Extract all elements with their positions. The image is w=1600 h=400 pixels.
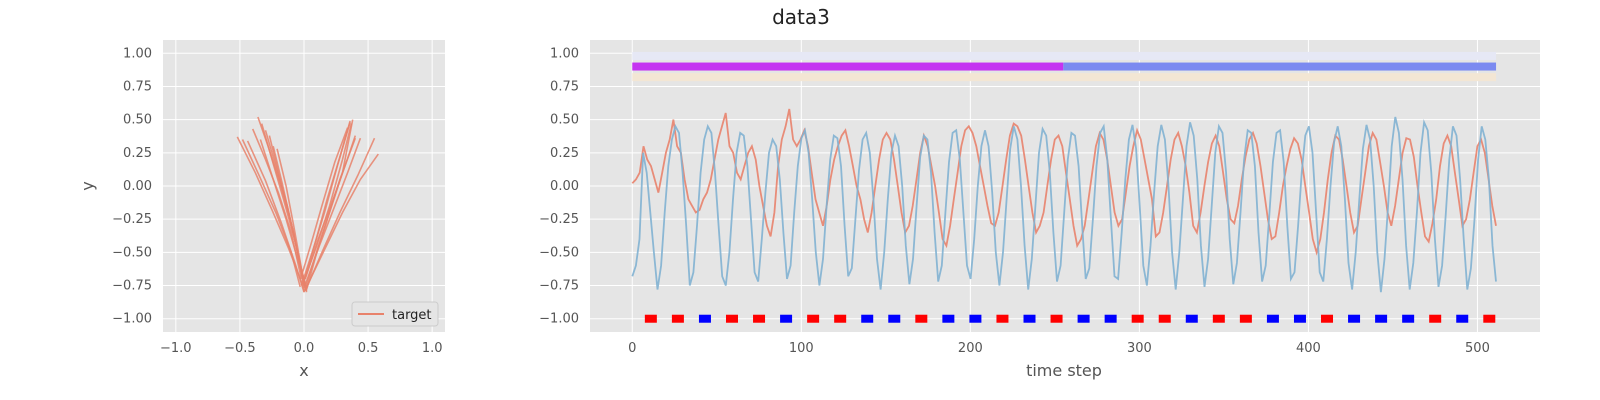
y-tick-label: −0.75 — [539, 279, 579, 294]
legend-box — [351, 301, 439, 327]
marker-blue — [1023, 314, 1036, 323]
y-tick-label: 0.00 — [550, 179, 579, 194]
marker-red — [834, 314, 847, 323]
x-tick-label: 0.0 — [294, 341, 315, 356]
time-series-x-axis-label: time step — [1026, 361, 1102, 380]
x-tick-label: 300 — [1127, 341, 1152, 356]
y-tick-label: 0.75 — [550, 79, 579, 94]
marker-red — [807, 314, 820, 323]
marker-red — [1131, 314, 1144, 323]
top-color-bands — [632, 51, 1497, 82]
target-trajectory-line — [305, 153, 379, 288]
target-trajectory-line — [246, 140, 305, 293]
y-tick-label: −0.50 — [539, 245, 579, 260]
y-tick-label: 0.00 — [123, 179, 152, 194]
marker-blue — [1185, 314, 1198, 323]
marker-blue — [888, 314, 901, 323]
marker-red — [1050, 314, 1063, 323]
y-tick-label: 0.25 — [123, 146, 152, 161]
marker-red — [644, 314, 657, 323]
marker-red — [915, 314, 928, 323]
y-tick-label: −1.00 — [112, 312, 152, 327]
y-tick-label: 0.25 — [550, 146, 579, 161]
series-blue-line — [631, 116, 1497, 293]
trajectory-panel: −1.0 −0.5 0.0 0.5 1.0 −1.00 −0.75 −0.50 −0.25 0.0… — [78, 40, 445, 380]
y-tick-label: 1.00 — [550, 46, 579, 61]
y-tick-label: −0.75 — [112, 279, 152, 294]
top-band — [632, 62, 1064, 71]
target-trajectory-line — [303, 120, 351, 282]
marker-blue — [1104, 314, 1117, 323]
x-tick-label: 0.5 — [358, 341, 379, 356]
marker-blue — [1348, 314, 1361, 323]
legend-label-target: target — [392, 308, 432, 323]
figure-title: data3 — [772, 5, 830, 29]
x-tick-label: 100 — [789, 341, 814, 356]
marker-red — [1429, 314, 1442, 323]
trajectory-x-axis-label: x — [299, 361, 308, 380]
legend: target — [351, 301, 439, 327]
marker-blue — [1402, 314, 1415, 323]
marker-red — [996, 314, 1009, 323]
marker-blue — [1456, 314, 1469, 323]
target-trajectory-line — [303, 137, 362, 289]
marker-red — [1212, 314, 1225, 323]
y-tick-label: 1.00 — [123, 46, 152, 61]
marker-red — [725, 314, 738, 323]
top-band — [632, 73, 1497, 82]
trajectory-gridlines — [163, 40, 445, 332]
target-trajectory-line — [241, 139, 301, 288]
time-series-tick-labels: 0 100 200 300 400 500 −1.00 −0.75 −0.50 −0.25 0.00… — [539, 46, 1490, 356]
top-band — [1063, 62, 1497, 71]
x-tick-label: 400 — [1296, 341, 1321, 356]
marker-red — [1239, 314, 1252, 323]
x-tick-label: 0 — [628, 341, 636, 356]
marker-red — [671, 314, 684, 323]
x-tick-label: 1.0 — [422, 341, 443, 356]
marker-red — [753, 314, 766, 323]
series-red-line — [631, 108, 1497, 256]
marker-blue — [1266, 314, 1279, 323]
marker-blue — [780, 314, 793, 323]
marker-blue — [698, 314, 711, 323]
target-trajectory-line — [300, 127, 349, 277]
marker-blue — [1077, 314, 1090, 323]
trajectory-y-axis-label: y — [78, 181, 97, 190]
marker-blue — [942, 314, 955, 323]
x-tick-label: 500 — [1465, 341, 1490, 356]
marker-red — [1483, 314, 1496, 323]
x-tick-label: −0.5 — [224, 341, 256, 356]
y-tick-label: −1.00 — [539, 312, 579, 327]
y-tick-label: 0.50 — [123, 113, 152, 128]
target-trajectory-line — [259, 139, 308, 289]
x-tick-label: 200 — [958, 341, 983, 356]
marker-blue — [1375, 314, 1388, 323]
target-trajectory-line — [304, 135, 357, 280]
time-series-panel: 0 100 200 300 400 500 −1.00 −0.75 −0.50 −0.25 0.00… — [539, 40, 1540, 380]
bottom-markers — [644, 314, 1496, 323]
marker-blue — [861, 314, 874, 323]
y-tick-label: 0.75 — [123, 79, 152, 94]
target-trajectory-line — [305, 119, 354, 290]
trajectory-lines — [236, 116, 379, 293]
y-tick-label: −0.50 — [112, 245, 152, 260]
trajectory-tick-labels: −1.0 −0.5 0.0 0.5 1.0 −1.00 −0.75 −0.50 −0.25 0.0… — [112, 46, 442, 356]
y-tick-label: −0.25 — [539, 212, 579, 227]
x-tick-label: −1.0 — [160, 341, 192, 356]
time-series-lines — [631, 108, 1497, 293]
marker-red — [1158, 314, 1171, 323]
marker-red — [1321, 314, 1334, 323]
y-tick-label: −0.25 — [112, 212, 152, 227]
y-tick-label: 0.50 — [550, 113, 579, 128]
marker-blue — [1293, 314, 1306, 323]
top-band — [632, 51, 1497, 60]
marker-blue — [969, 314, 982, 323]
